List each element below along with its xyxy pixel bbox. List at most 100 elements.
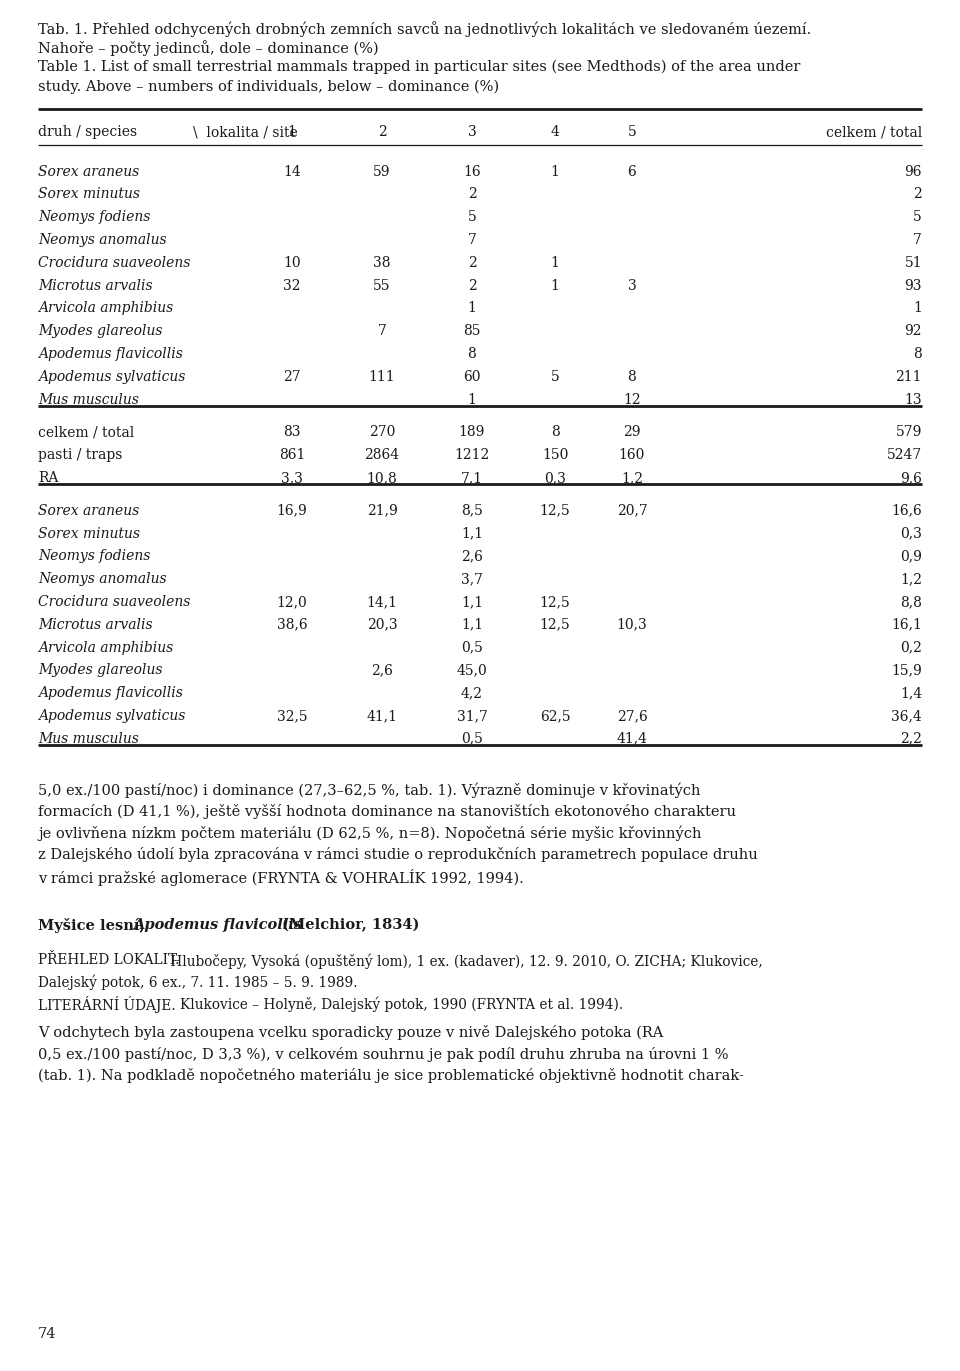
Text: 8,5: 8,5 [461,503,483,518]
Text: 8: 8 [468,347,476,361]
Text: 7,1: 7,1 [461,472,483,485]
Text: 579: 579 [896,425,922,439]
Text: 5,0 ex./100 pastí/noc) i dominance (27,3–62,5 %, tab. 1). Výrazně dominuje v křo: 5,0 ex./100 pastí/noc) i dominance (27,3… [38,783,701,798]
Text: 2: 2 [377,125,386,140]
Text: Crocidura suaveolens: Crocidura suaveolens [38,256,190,270]
Text: 4,2: 4,2 [461,686,483,701]
Text: Mus musculus: Mus musculus [38,732,139,746]
Text: 2: 2 [913,188,922,202]
Text: 7: 7 [377,324,387,339]
Text: RA: RA [38,472,59,485]
Text: 1212: 1212 [454,448,490,462]
Text: Tab. 1. Přehled odchycených drobných zemních savců na jednotlivých lokalitách ve: Tab. 1. Přehled odchycených drobných zem… [38,21,811,37]
Text: 0,2: 0,2 [900,640,922,654]
Text: 13: 13 [904,392,922,407]
Text: 29: 29 [623,425,640,439]
Text: 55: 55 [373,278,391,292]
Text: 270: 270 [369,425,396,439]
Text: Sorex minutus: Sorex minutus [38,188,140,202]
Text: 20,3: 20,3 [367,618,397,632]
Text: 2: 2 [468,256,476,270]
Text: pasti / traps: pasti / traps [38,448,122,462]
Text: 59: 59 [373,165,391,178]
Text: Apodemus flavicollis: Apodemus flavicollis [133,919,302,932]
Text: druh / species: druh / species [38,125,137,140]
Text: 1,1: 1,1 [461,618,483,632]
Text: 92: 92 [904,324,922,339]
Text: 0,5: 0,5 [461,640,483,654]
Text: 2: 2 [468,188,476,202]
Text: 5247: 5247 [887,448,922,462]
Text: 12,5: 12,5 [540,618,570,632]
Text: 16,9: 16,9 [276,503,307,518]
Text: 3: 3 [468,125,476,140]
Text: 93: 93 [904,278,922,292]
Text: Neomys fodiens: Neomys fodiens [38,550,151,563]
Text: 10,3: 10,3 [616,618,647,632]
Text: 83: 83 [283,425,300,439]
Text: Arvicola amphibius: Arvicola amphibius [38,640,173,654]
Text: 7: 7 [913,233,922,247]
Text: Dalejský potok, 6 ex., 7. 11. 1985 – 5. 9. 1989.: Dalejský potok, 6 ex., 7. 11. 1985 – 5. … [38,975,357,990]
Text: 150: 150 [541,448,568,462]
Text: 5: 5 [913,210,922,225]
Text: Mus musculus: Mus musculus [38,392,139,407]
Text: formacích (D 41,1 %), ještě vyšší hodnota dominance na stanovištích ekotonového : formacích (D 41,1 %), ještě vyšší hodnot… [38,805,736,820]
Text: 21,9: 21,9 [367,503,397,518]
Text: 8: 8 [551,425,560,439]
Text: 9,6: 9,6 [900,472,922,485]
Text: Neomys anomalus: Neomys anomalus [38,233,167,247]
Text: 0,3: 0,3 [544,472,566,485]
Text: Klukovice – Holyně, Dalejský potok, 1990 (FRYNTA et al. 1994).: Klukovice – Holyně, Dalejský potok, 1990… [180,997,623,1012]
Text: 6: 6 [628,165,636,178]
Text: 14: 14 [283,165,300,178]
Text: Apodemus flavicollis: Apodemus flavicollis [38,686,182,701]
Text: 16: 16 [463,165,481,178]
Text: 861: 861 [278,448,305,462]
Text: Neomys anomalus: Neomys anomalus [38,572,167,587]
Text: 0,5: 0,5 [461,732,483,746]
Text: 5: 5 [468,210,476,225]
Text: LITERÁRNÍ ÚDAJE.: LITERÁRNÍ ÚDAJE. [38,997,176,1013]
Text: 2,6: 2,6 [461,550,483,563]
Text: 41,4: 41,4 [616,732,647,746]
Text: 8: 8 [913,347,922,361]
Text: 12,5: 12,5 [540,503,570,518]
Text: 2,6: 2,6 [372,664,393,677]
Text: 0,5 ex./100 pastí/noc, D 3,3 %), v celkovém souhrnu je pak podíl druhu zhruba na: 0,5 ex./100 pastí/noc, D 3,3 %), v celko… [38,1047,729,1061]
Text: 12: 12 [623,392,641,407]
Text: Sorex araneus: Sorex araneus [38,165,139,178]
Text: 27: 27 [283,370,300,384]
Text: 32,5: 32,5 [276,709,307,723]
Text: 160: 160 [619,448,645,462]
Text: 2,2: 2,2 [900,732,922,746]
Text: 74: 74 [38,1327,57,1341]
Text: 1,2: 1,2 [900,572,922,587]
Text: Neomys fodiens: Neomys fodiens [38,210,151,225]
Text: Crocidura suaveolens: Crocidura suaveolens [38,595,190,609]
Text: 1: 1 [468,392,476,407]
Text: Table 1. List of small terrestrial mammals trapped in particular sites (see Medt: Table 1. List of small terrestrial mamma… [38,60,801,74]
Text: 211: 211 [896,370,922,384]
Text: 12,0: 12,0 [276,595,307,609]
Text: Myodes glareolus: Myodes glareolus [38,324,162,339]
Text: je ovlivňena nízkm počtem materiálu (D 62,5 %, n=8). Nopočetná série myšic křovi: je ovlivňena nízkm počtem materiálu (D 6… [38,825,702,842]
Text: 2: 2 [468,278,476,292]
Text: 45,0: 45,0 [457,664,488,677]
Text: 1: 1 [913,302,922,315]
Text: 3: 3 [628,278,636,292]
Text: 38: 38 [373,256,391,270]
Text: Myšice lesní,: Myšice lesní, [38,919,150,934]
Text: 1: 1 [468,302,476,315]
Text: 96: 96 [904,165,922,178]
Text: 38,6: 38,6 [276,618,307,632]
Text: 3,3: 3,3 [281,472,303,485]
Text: 60: 60 [464,370,481,384]
Text: 0,9: 0,9 [900,550,922,563]
Text: 1,1: 1,1 [461,595,483,609]
Text: v rámci pražské aglomerace (FRYNTA & VOHRALÍK 1992, 1994).: v rámci pražské aglomerace (FRYNTA & VOH… [38,869,524,886]
Text: 4: 4 [551,125,560,140]
Text: PŘEHLED LOKALIT.: PŘEHLED LOKALIT. [38,953,180,968]
Text: Arvicola amphibius: Arvicola amphibius [38,302,173,315]
Text: 5: 5 [628,125,636,140]
